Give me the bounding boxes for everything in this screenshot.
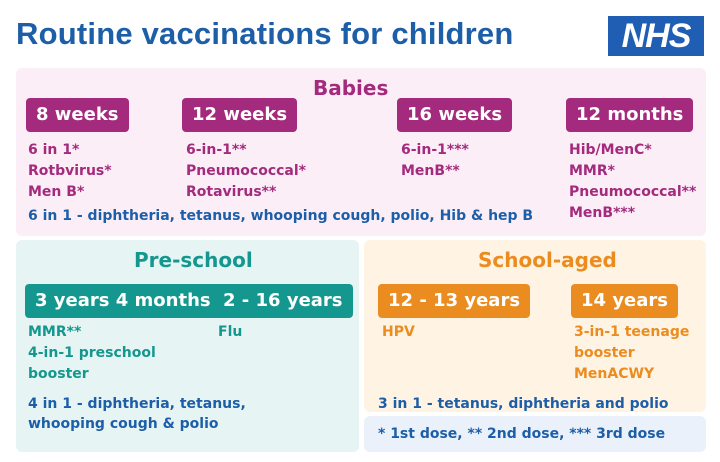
vaccine-item: 6 in 1* bbox=[28, 142, 80, 158]
vaccine-item: MenB*** bbox=[569, 205, 636, 221]
preschool-note-line: 4 in 1 - diphtheria, tetanus, bbox=[28, 396, 246, 412]
babies-panel: Babies 8 weeks 6 in 1* Rotbvirus* Men B*… bbox=[16, 68, 706, 236]
babies-note: 6 in 1 - diphtheria, tetanus, whooping c… bbox=[28, 208, 534, 224]
vaccine-item: MenB** bbox=[401, 163, 460, 179]
vaccine-list-12-weeks: 6-in-1** Pneumococcal* Rotavirus** bbox=[186, 140, 306, 203]
vaccine-item: 3-in-1 teenage bbox=[574, 324, 690, 340]
vaccine-list-16-weeks: 6-in-1*** MenB** bbox=[401, 140, 469, 182]
preschool-note: 4 in 1 - diphtheria, tetanus, whooping c… bbox=[28, 394, 246, 434]
vaccine-item: Flu bbox=[218, 324, 243, 340]
vaccine-list-2-16-years: Flu bbox=[218, 322, 242, 343]
preschool-title: Pre-school bbox=[134, 248, 253, 272]
age-badge-12-weeks: 12 weeks bbox=[182, 98, 298, 132]
age-badge-16-weeks: 16 weeks bbox=[397, 98, 513, 132]
vaccine-item: Men B* bbox=[28, 184, 85, 200]
age-badge-12-13-years: 12 - 13 years bbox=[378, 284, 531, 318]
preschool-panel: Pre-school 3 years 4 months MMR** 4-in-1… bbox=[16, 240, 359, 452]
vaccine-item: Pneumococcal* bbox=[186, 163, 306, 179]
vaccine-item: MMR** bbox=[28, 324, 82, 340]
vaccine-list-14-years: 3-in-1 teenage booster MenACWY bbox=[574, 322, 689, 385]
vaccine-list-12-months: Hib/MenC* MMR* Pneumococcal** MenB*** bbox=[569, 140, 696, 224]
vaccine-item: Rotbvirus* bbox=[28, 163, 112, 179]
school-aged-panel: School-aged 12 - 13 years HPV 14 years 3… bbox=[364, 240, 706, 412]
vaccine-item: MenACWY bbox=[574, 366, 655, 382]
vaccine-list-8-weeks: 6 in 1* Rotbvirus* Men B* bbox=[28, 140, 112, 203]
vaccine-item: HPV bbox=[382, 324, 415, 340]
school-aged-title: School-aged bbox=[478, 248, 617, 272]
school-aged-note: 3 in 1 - tetanus, diphtheria and polio bbox=[378, 396, 669, 412]
dose-legend-panel: * 1st dose, ** 2nd dose, *** 3rd dose bbox=[364, 416, 706, 452]
age-badge-3-years-4-months: 3 years 4 months bbox=[25, 284, 221, 318]
babies-title: Babies bbox=[313, 76, 389, 100]
vaccine-item: Pneumococcal** bbox=[569, 184, 697, 200]
page-title: Routine vaccinations for children bbox=[16, 16, 514, 51]
dose-legend: * 1st dose, ** 2nd dose, *** 3rd dose bbox=[378, 426, 666, 442]
vaccine-item: Hib/MenC* bbox=[569, 142, 652, 158]
vaccine-item: Rotavirus** bbox=[186, 184, 277, 200]
vaccine-item: booster bbox=[574, 345, 635, 361]
age-badge-2-16-years: 2 - 16 years bbox=[213, 284, 353, 318]
nhs-logo: NHS bbox=[608, 16, 704, 56]
vaccine-item: 6-in-1** bbox=[186, 142, 247, 158]
age-badge-12-months: 12 months bbox=[566, 98, 694, 132]
vaccine-item: 6-in-1*** bbox=[401, 142, 469, 158]
age-badge-8-weeks: 8 weeks bbox=[26, 98, 129, 132]
vaccine-item: 4-in-1 preschool bbox=[28, 345, 156, 361]
vaccine-item: booster bbox=[28, 366, 89, 382]
vaccine-item: MMR* bbox=[569, 163, 615, 179]
age-badge-14-years: 14 years bbox=[571, 284, 678, 318]
vaccine-list-3-years-4-months: MMR** 4-in-1 preschool booster bbox=[28, 322, 156, 385]
preschool-note-line: whooping cough & polio bbox=[28, 416, 219, 432]
vaccine-list-12-13-years: HPV bbox=[382, 322, 415, 343]
